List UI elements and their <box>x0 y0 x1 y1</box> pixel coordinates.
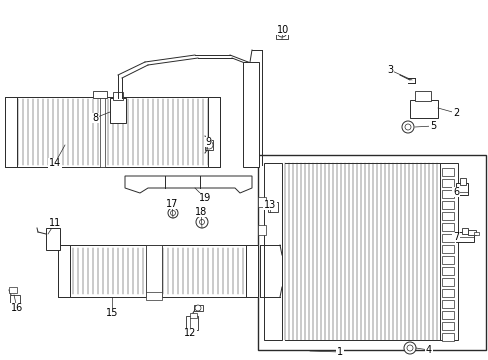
Bar <box>275 25 287 39</box>
Bar <box>441 300 453 308</box>
Bar <box>207 97 220 167</box>
Bar <box>441 311 453 319</box>
Bar <box>473 232 478 235</box>
Bar <box>441 212 453 220</box>
Bar <box>264 163 282 340</box>
Circle shape <box>279 30 284 35</box>
Bar <box>258 155 485 350</box>
Bar <box>441 201 453 209</box>
Bar <box>441 223 453 231</box>
Bar <box>455 183 467 195</box>
Text: 16: 16 <box>11 303 23 313</box>
Text: 4: 4 <box>425 345 431 355</box>
Bar <box>93 91 107 98</box>
Bar <box>194 305 203 311</box>
Bar <box>5 97 220 167</box>
Bar <box>190 313 197 318</box>
Circle shape <box>168 208 178 218</box>
Circle shape <box>199 220 204 225</box>
Bar <box>9 287 17 293</box>
Text: 13: 13 <box>264 200 276 210</box>
Bar <box>113 92 123 100</box>
Text: 12: 12 <box>183 328 196 338</box>
Bar <box>204 140 213 150</box>
Circle shape <box>195 305 201 311</box>
Bar <box>5 97 17 167</box>
Bar <box>441 267 453 275</box>
Bar <box>110 98 126 123</box>
Bar <box>441 168 453 176</box>
Bar <box>185 316 198 330</box>
Text: 11: 11 <box>49 218 61 228</box>
Bar <box>441 234 453 242</box>
Text: 2: 2 <box>452 108 458 118</box>
Text: 15: 15 <box>105 308 118 318</box>
Bar <box>455 232 473 242</box>
Bar <box>467 230 475 235</box>
Bar <box>441 289 453 297</box>
Bar <box>439 163 457 340</box>
Bar <box>258 225 265 235</box>
Circle shape <box>406 345 412 351</box>
Text: 14: 14 <box>49 158 61 168</box>
Bar <box>461 228 467 234</box>
Bar <box>245 245 258 297</box>
Circle shape <box>204 141 213 149</box>
Polygon shape <box>125 176 251 193</box>
Text: 19: 19 <box>199 193 211 203</box>
Text: 3: 3 <box>386 65 392 75</box>
Circle shape <box>196 216 207 228</box>
Bar <box>441 278 453 286</box>
Bar <box>10 295 20 303</box>
Circle shape <box>170 211 175 216</box>
Bar <box>100 97 105 167</box>
Bar <box>146 245 162 297</box>
Bar <box>409 100 437 118</box>
Bar <box>459 178 465 185</box>
Text: 17: 17 <box>165 199 178 209</box>
Bar <box>441 179 453 187</box>
Text: 6: 6 <box>452 187 458 197</box>
Circle shape <box>403 342 415 354</box>
Text: 10: 10 <box>276 25 288 35</box>
Bar <box>58 245 70 297</box>
Bar <box>441 190 453 198</box>
Text: 9: 9 <box>204 137 211 147</box>
Bar <box>146 292 162 300</box>
Bar <box>441 256 453 264</box>
Bar <box>243 62 259 167</box>
Bar <box>441 322 453 330</box>
Bar <box>267 202 278 212</box>
Circle shape <box>401 121 413 133</box>
Bar <box>441 245 453 253</box>
Text: 18: 18 <box>195 207 207 217</box>
Text: 5: 5 <box>429 121 435 131</box>
Bar <box>414 91 430 101</box>
Bar <box>441 333 453 341</box>
Text: 8: 8 <box>92 113 98 123</box>
Bar <box>58 245 258 297</box>
Text: 7: 7 <box>452 232 458 242</box>
Bar <box>46 228 60 250</box>
Bar <box>258 197 265 207</box>
Text: 1: 1 <box>336 347 343 357</box>
Circle shape <box>404 124 410 130</box>
Circle shape <box>276 27 286 37</box>
